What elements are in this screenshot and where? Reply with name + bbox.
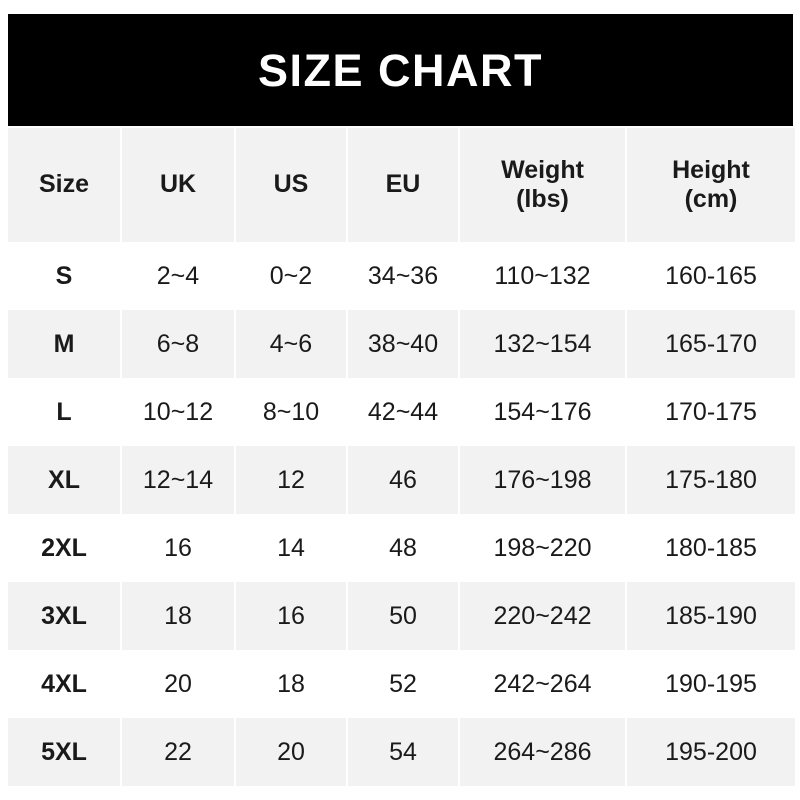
header-row: Size UK US EU Weight (lbs) Height (cm) bbox=[8, 128, 795, 242]
cell-height: 160-165 bbox=[627, 242, 795, 310]
column-header-weight-unit: (lbs) bbox=[516, 185, 569, 213]
cell-us: 4~6 bbox=[236, 310, 348, 378]
column-header-size: Size bbox=[8, 128, 122, 242]
column-header-uk: UK bbox=[122, 128, 236, 242]
cell-weight: 264~286 bbox=[460, 718, 627, 786]
cell-us: 8~10 bbox=[236, 378, 348, 446]
column-header-eu-label: EU bbox=[385, 170, 421, 199]
column-header-us: US bbox=[236, 128, 348, 242]
cell-us: 14 bbox=[236, 514, 348, 582]
table-row: M 6~8 4~6 38~40 132~154 165-170 bbox=[8, 310, 795, 378]
cell-eu: 48 bbox=[348, 514, 460, 582]
column-header-height-label: Height bbox=[672, 155, 750, 184]
cell-height: 180-185 bbox=[627, 514, 795, 582]
table-row: XL 12~14 12 46 176~198 175-180 bbox=[8, 446, 795, 514]
table-row: 2XL 16 14 48 198~220 180-185 bbox=[8, 514, 795, 582]
cell-size: L bbox=[8, 378, 122, 446]
cell-size: M bbox=[8, 310, 122, 378]
cell-us: 0~2 bbox=[236, 242, 348, 310]
cell-weight: 220~242 bbox=[460, 582, 627, 650]
cell-eu: 50 bbox=[348, 582, 460, 650]
column-header-weight-label: Weight bbox=[501, 155, 584, 184]
cell-us: 12 bbox=[236, 446, 348, 514]
size-chart-table: Size UK US EU Weight (lbs) Height (cm) bbox=[8, 128, 795, 786]
cell-size: 4XL bbox=[8, 650, 122, 718]
table-header: Size UK US EU Weight (lbs) Height (cm) bbox=[8, 128, 795, 242]
cell-height: 170-175 bbox=[627, 378, 795, 446]
cell-eu: 52 bbox=[348, 650, 460, 718]
cell-size: XL bbox=[8, 446, 122, 514]
cell-size: 5XL bbox=[8, 718, 122, 786]
column-header-size-label: Size bbox=[38, 170, 90, 199]
cell-weight: 176~198 bbox=[460, 446, 627, 514]
page-title: SIZE CHART bbox=[258, 44, 543, 96]
cell-uk: 16 bbox=[122, 514, 236, 582]
cell-uk: 10~12 bbox=[122, 378, 236, 446]
table-row: S 2~4 0~2 34~36 110~132 160-165 bbox=[8, 242, 795, 310]
table-row: 4XL 20 18 52 242~264 190-195 bbox=[8, 650, 795, 718]
column-header-weight: Weight (lbs) bbox=[460, 128, 627, 242]
cell-us: 16 bbox=[236, 582, 348, 650]
cell-eu: 54 bbox=[348, 718, 460, 786]
cell-uk: 2~4 bbox=[122, 242, 236, 310]
cell-weight: 154~176 bbox=[460, 378, 627, 446]
cell-uk: 12~14 bbox=[122, 446, 236, 514]
cell-eu: 34~36 bbox=[348, 242, 460, 310]
table-row: 5XL 22 20 54 264~286 195-200 bbox=[8, 718, 795, 786]
cell-eu: 38~40 bbox=[348, 310, 460, 378]
table-row: L 10~12 8~10 42~44 154~176 170-175 bbox=[8, 378, 795, 446]
cell-size: 3XL bbox=[8, 582, 122, 650]
cell-weight: 132~154 bbox=[460, 310, 627, 378]
cell-height: 190-195 bbox=[627, 650, 795, 718]
cell-us: 20 bbox=[236, 718, 348, 786]
cell-weight: 110~132 bbox=[460, 242, 627, 310]
cell-eu: 42~44 bbox=[348, 378, 460, 446]
cell-size: S bbox=[8, 242, 122, 310]
cell-uk: 6~8 bbox=[122, 310, 236, 378]
cell-height: 165-170 bbox=[627, 310, 795, 378]
cell-height: 185-190 bbox=[627, 582, 795, 650]
cell-uk: 18 bbox=[122, 582, 236, 650]
cell-weight: 198~220 bbox=[460, 514, 627, 582]
cell-weight: 242~264 bbox=[460, 650, 627, 718]
cell-us: 18 bbox=[236, 650, 348, 718]
column-header-height: Height (cm) bbox=[627, 128, 795, 242]
table-row: 3XL 18 16 50 220~242 185-190 bbox=[8, 582, 795, 650]
table-body: S 2~4 0~2 34~36 110~132 160-165 M 6~8 4~… bbox=[8, 242, 795, 786]
column-header-uk-label: UK bbox=[159, 170, 197, 199]
cell-height: 175-180 bbox=[627, 446, 795, 514]
cell-height: 195-200 bbox=[627, 718, 795, 786]
title-banner: SIZE CHART bbox=[8, 14, 793, 126]
column-header-us-label: US bbox=[273, 170, 309, 199]
column-header-eu: EU bbox=[348, 128, 460, 242]
cell-size: 2XL bbox=[8, 514, 122, 582]
cell-uk: 22 bbox=[122, 718, 236, 786]
cell-uk: 20 bbox=[122, 650, 236, 718]
column-header-height-unit: (cm) bbox=[684, 185, 738, 213]
cell-eu: 46 bbox=[348, 446, 460, 514]
